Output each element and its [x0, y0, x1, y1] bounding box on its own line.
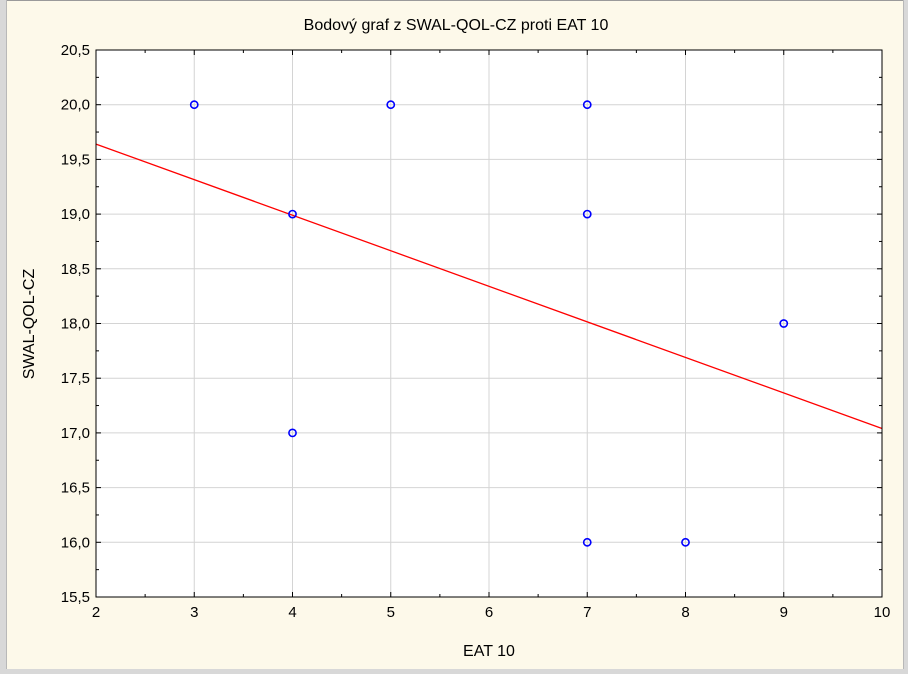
data-point: [582, 209, 592, 219]
x-tick-label: 5: [387, 604, 395, 621]
y-tick-label: 20,0: [61, 97, 90, 114]
window-bottom-edge: [0, 669, 908, 674]
y-tick-label: 18,0: [61, 316, 90, 333]
grid-lines: [96, 50, 882, 597]
data-point: [386, 100, 396, 110]
regression-line: [95, 143, 883, 430]
y-tick-label: 19,5: [61, 151, 90, 168]
x-tick-label: 2: [92, 604, 100, 621]
y-tick-label: 16,5: [61, 480, 90, 497]
x-tick-labels: 2 3 4 5 6 7 8 9 10: [92, 604, 891, 621]
data-point: [288, 428, 297, 438]
y-tick-labels: 15,5 16,0 16,5 17,0 17,5 18,0 18,5 19,0 19,5 20,0…: [61, 42, 90, 606]
x-tick-label: 7: [583, 604, 591, 621]
data-point: [681, 537, 690, 547]
chart-title: Bodový graf z SWAL-QOL-CZ proti EAT 10: [304, 17, 609, 34]
y-tick-label: 17,5: [61, 370, 90, 387]
y-tick-label: 19,0: [61, 206, 90, 223]
data-point: [779, 319, 789, 328]
data-point: [582, 537, 592, 547]
y-tick-label: 17,0: [61, 425, 90, 442]
data-point: [582, 100, 592, 110]
data-point: [189, 100, 199, 110]
y-tick-label: 15,5: [61, 589, 90, 606]
y-tick-label: 18,5: [61, 261, 90, 278]
x-axis-label: EAT 10: [463, 643, 515, 660]
plot-frame: [95, 49, 883, 598]
window-right-edge: [903, 0, 908, 674]
data-point: [288, 209, 297, 219]
data-points: [189, 100, 789, 547]
x-tick-label: 10: [874, 604, 891, 621]
x-tick-label: 4: [288, 604, 296, 621]
x-tick-label: 6: [485, 604, 493, 621]
y-tick-label: 20,5: [61, 42, 90, 59]
window-left-edge: [0, 0, 7, 674]
x-tick-label: 3: [190, 604, 198, 621]
x-tick-label: 8: [681, 604, 689, 621]
y-axis-label: SWAL-QOL-CZ: [21, 269, 38, 380]
x-tick-label: 9: [780, 604, 788, 621]
y-tick-label: 16,0: [61, 534, 90, 551]
